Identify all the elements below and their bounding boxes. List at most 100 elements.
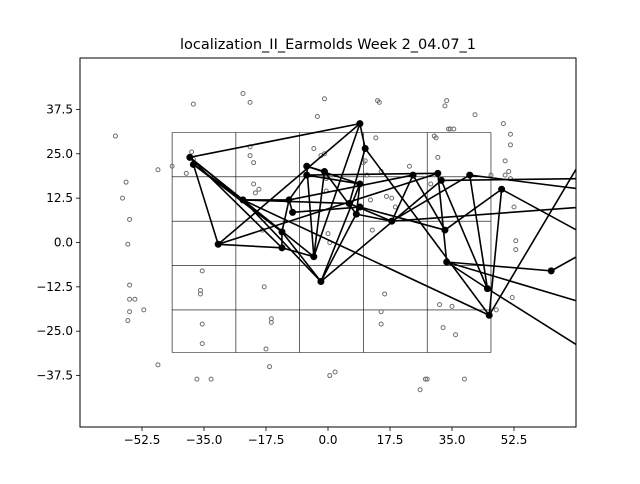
path-segment-outgoing xyxy=(469,174,576,190)
path-marker xyxy=(485,311,493,319)
path-marker xyxy=(388,217,396,225)
scatter-point xyxy=(451,126,457,132)
scatter-point xyxy=(194,376,200,382)
scatter-point xyxy=(373,135,379,141)
path-marker xyxy=(547,267,555,275)
scatter-point xyxy=(127,296,133,302)
scatter-point xyxy=(389,195,395,201)
scatter-point xyxy=(141,307,147,313)
x-tick-label: 0.0 xyxy=(318,433,337,447)
scatter-point xyxy=(251,160,257,166)
scatter-point xyxy=(267,364,273,370)
scatter-point xyxy=(449,303,455,309)
y-axis: 37.5 25.0 12.5 0.0 −12.5 −25.0 −37.5 xyxy=(36,102,80,383)
x-tick-label: 35.0 xyxy=(439,433,466,447)
scatter-point xyxy=(422,376,428,382)
path-segment xyxy=(288,174,308,201)
scatter-point xyxy=(382,291,388,297)
path-segment xyxy=(488,189,503,316)
path-segment xyxy=(391,174,471,222)
path-segment xyxy=(444,188,503,231)
scatter-point xyxy=(199,341,205,347)
scatter-point xyxy=(406,163,412,169)
path-marker xyxy=(289,208,297,216)
path-segment-outgoing xyxy=(501,188,576,231)
x-tick-label: −17.5 xyxy=(248,433,285,447)
scatter-point xyxy=(461,376,467,382)
scatter-point xyxy=(325,231,331,237)
path-segment xyxy=(189,156,315,258)
path-segment xyxy=(217,123,361,245)
scatter-point xyxy=(155,167,161,173)
scatter-point xyxy=(127,309,133,315)
path-marker xyxy=(443,258,451,266)
path-segment xyxy=(355,183,361,215)
path-segment xyxy=(281,199,290,233)
scatter-point xyxy=(507,142,513,148)
path-segment xyxy=(391,174,414,222)
scatter-point xyxy=(268,319,274,325)
scatter-point xyxy=(513,247,519,253)
x-tick-label: 52.5 xyxy=(501,433,528,447)
scatter-point xyxy=(417,387,423,393)
path-marker xyxy=(437,176,445,184)
scatter-point xyxy=(112,133,118,139)
path-segment xyxy=(359,206,446,231)
path-segment xyxy=(446,261,488,290)
path-segment xyxy=(348,202,393,222)
y-tick-label: 12.5 xyxy=(46,191,73,205)
scatter-point xyxy=(190,101,196,107)
scatter-point xyxy=(511,204,517,210)
path-marker xyxy=(409,171,417,179)
scatter-point xyxy=(263,346,269,352)
scatter-point xyxy=(314,114,320,120)
scatter-point xyxy=(428,181,434,187)
scatter-point xyxy=(125,241,131,247)
path-marker xyxy=(320,168,328,176)
y-tick-label: 0.0 xyxy=(54,236,73,250)
path-marker xyxy=(356,180,364,188)
path-segment xyxy=(440,180,489,289)
scatter-point xyxy=(132,296,138,302)
path-marker xyxy=(466,171,474,179)
path-segment xyxy=(348,148,366,204)
scatter-point xyxy=(362,158,368,164)
path-segment-outgoing xyxy=(446,261,576,302)
scatter-point xyxy=(424,376,430,382)
scatter-point xyxy=(392,204,398,210)
path-segment-outgoing xyxy=(391,206,576,223)
path-marker xyxy=(352,210,360,218)
scatter-point xyxy=(155,362,161,368)
path-marker xyxy=(317,278,325,286)
scatter-point xyxy=(120,195,126,201)
path-marker xyxy=(186,153,194,161)
scatter-point xyxy=(502,158,508,164)
x-tick-label: −52.5 xyxy=(124,433,161,447)
scatter-point xyxy=(251,181,257,187)
scatter-point xyxy=(493,307,499,313)
scatter-point xyxy=(247,153,253,159)
path-marker xyxy=(434,169,442,177)
scatter-point xyxy=(378,321,384,327)
path-segment xyxy=(313,171,326,257)
path-marker xyxy=(345,199,353,207)
scatter-point xyxy=(321,96,327,102)
path-marker xyxy=(303,162,311,170)
path-segment xyxy=(189,122,361,159)
y-tick-label: −37.5 xyxy=(36,369,73,383)
scatter-point xyxy=(507,131,513,137)
path-marker xyxy=(285,196,293,204)
path-marker xyxy=(239,196,247,204)
scatter-point xyxy=(311,145,317,151)
scatter-point xyxy=(369,227,375,233)
scatter-point xyxy=(509,294,515,300)
x-axis: −52.5 −35.0 −17.5 0.0 17.5 35.0 52.5 xyxy=(124,427,528,447)
x-tick-label: −35.0 xyxy=(186,433,223,447)
path-segment xyxy=(288,174,414,201)
path-segment xyxy=(242,199,350,205)
scatter-points xyxy=(112,90,519,393)
scatter-point xyxy=(332,369,338,375)
path-segment xyxy=(281,231,322,283)
path-segment xyxy=(306,174,361,185)
